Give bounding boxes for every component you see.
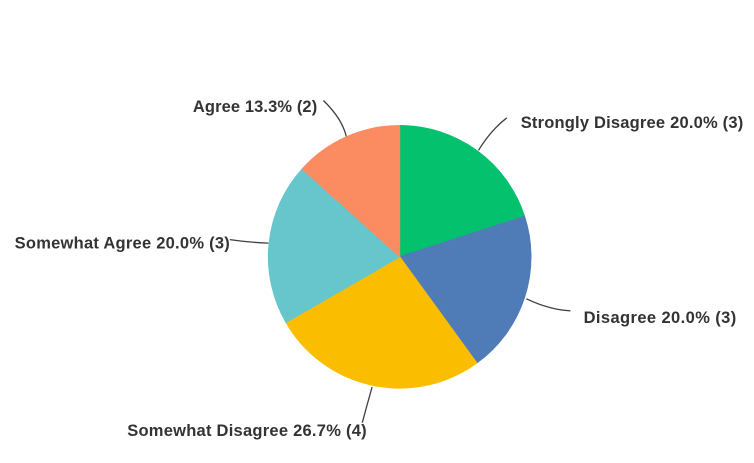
svg-text:Disagree 20.0% (3): Disagree 20.0% (3) (584, 309, 737, 327)
svg-text:Strongly Disagree 20.0% (3): Strongly Disagree 20.0% (3) (521, 114, 744, 132)
svg-text:Somewhat Disagree 26.7% (4): Somewhat Disagree 26.7% (4) (127, 422, 367, 440)
svg-text:Agree 13.3% (2): Agree 13.3% (2) (193, 98, 317, 116)
svg-text:Somewhat Agree 20.0% (3): Somewhat Agree 20.0% (3) (15, 234, 230, 252)
